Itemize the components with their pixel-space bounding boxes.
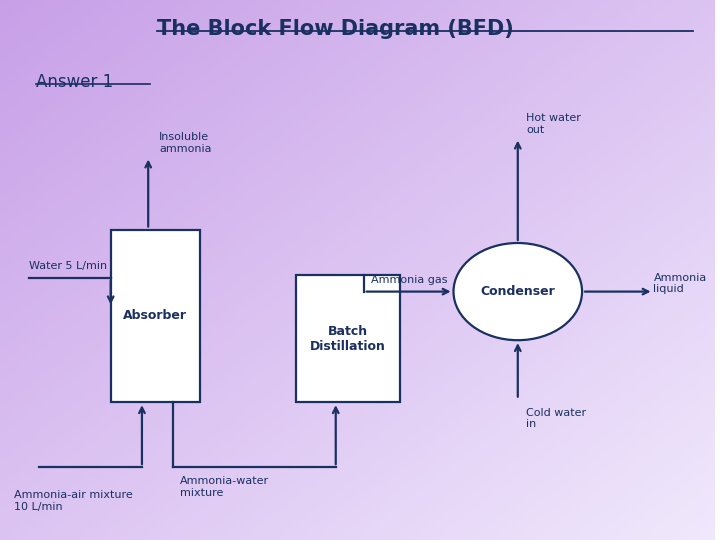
Bar xyxy=(297,275,400,402)
Text: The Block Flow Diagram (BFD): The Block Flow Diagram (BFD) xyxy=(157,19,514,39)
Text: Absorber: Absorber xyxy=(123,309,187,322)
Text: Ammonia gas: Ammonia gas xyxy=(371,275,447,285)
Text: Water 5 L/min: Water 5 L/min xyxy=(29,261,107,272)
Text: Answer 1: Answer 1 xyxy=(36,73,113,91)
Text: Cold water
in: Cold water in xyxy=(526,408,587,429)
Text: Insoluble
ammonia: Insoluble ammonia xyxy=(159,132,212,154)
Text: Ammonia
liquid: Ammonia liquid xyxy=(654,273,707,294)
Text: Ammonia-air mixture
10 L/min: Ammonia-air mixture 10 L/min xyxy=(14,490,133,512)
Bar xyxy=(111,230,200,402)
Text: Batch
Distillation: Batch Distillation xyxy=(310,325,386,353)
Text: Ammonia-water
mixture: Ammonia-water mixture xyxy=(180,476,269,498)
Text: Condenser: Condenser xyxy=(480,285,555,298)
Text: Hot water
out: Hot water out xyxy=(526,113,581,135)
Circle shape xyxy=(454,243,582,340)
